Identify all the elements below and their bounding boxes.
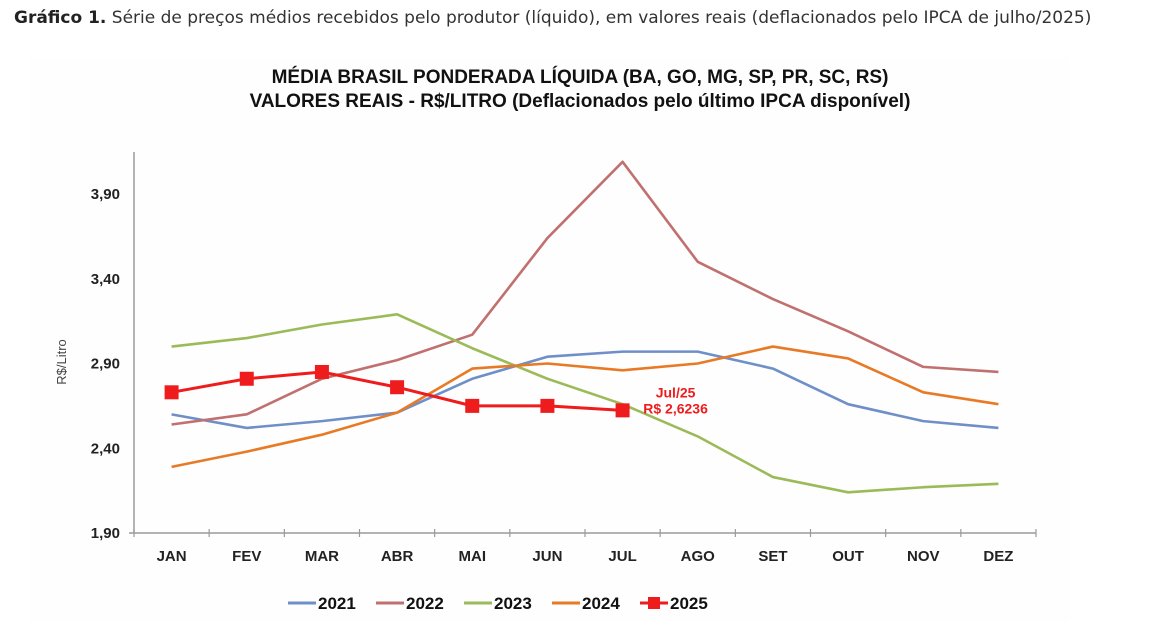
legend-label: 2025: [670, 594, 708, 613]
y-tick-label: 3,90: [91, 186, 120, 203]
legend-label: 2024: [582, 594, 620, 613]
annotation-label: R$ 2,6236: [643, 400, 708, 416]
series-group: [164, 160, 999, 494]
annotation-label: Jul/25: [656, 384, 696, 400]
x-tick-label: JAN: [157, 548, 187, 565]
axes: 1,90 2,40 2,90 3,40 3,90 JAN FEV MAR ABR MAI JUN JU…: [91, 152, 1037, 565]
y-tick-label: 3,40: [91, 271, 120, 288]
x-tick-label: MAR: [305, 548, 339, 565]
x-tick-label: JUN: [532, 548, 562, 565]
series-2023: [171, 313, 999, 494]
caption-label: Gráfico 1.: [14, 8, 107, 28]
y-tick-label: 1,90: [91, 525, 120, 542]
legend-item-2023: 2023: [464, 594, 532, 613]
data-point-2025: [465, 398, 480, 413]
legend-item-2025: 2025: [640, 594, 708, 613]
figure-caption: Gráfico 1. Série de preços médios recebi…: [14, 4, 1142, 32]
y-axis-label: R$/Litro: [54, 339, 69, 385]
series-2022: [171, 160, 999, 426]
y-tick-label: 2,90: [91, 356, 120, 373]
legend-item-2021: 2021: [288, 594, 356, 613]
data-point-2025: [239, 371, 254, 386]
legend-marker: [648, 597, 660, 609]
data-point-2025: [164, 385, 179, 400]
x-tick-label: JUL: [608, 548, 636, 565]
chart-subtitle: VALORES REAIS - R$/LITRO (Deflacionados …: [250, 91, 911, 112]
legend-label: 2021: [318, 594, 356, 613]
x-tick-label: MAI: [459, 548, 487, 565]
series-2021: [171, 350, 999, 430]
legend-label: 2022: [406, 594, 444, 613]
series-line-2022: [171, 160, 999, 426]
data-point-2025: [314, 364, 329, 379]
chart-title: MÉDIA BRASIL PONDERADA LÍQUIDA (BA, GO, …: [272, 66, 889, 88]
x-tick-label: DEZ: [983, 548, 1013, 565]
x-tick-label: ABR: [381, 548, 414, 565]
x-tick-label: AGO: [681, 548, 716, 565]
data-point-2025: [390, 380, 405, 395]
legend-item-2022: 2022: [376, 594, 444, 613]
series-line-2023: [171, 313, 999, 494]
x-tick-label: OUT: [832, 548, 864, 565]
chart-background: [30, 58, 1070, 621]
legend-item-2024: 2024: [552, 594, 620, 613]
x-tick-label: NOV: [907, 548, 940, 565]
x-tick-label: SET: [758, 548, 787, 565]
series-2025: [164, 364, 630, 418]
caption-text: Série de preços médios recebidos pelo pr…: [106, 8, 1092, 28]
series-line-2021: [171, 350, 999, 430]
legend-label: 2023: [494, 594, 532, 613]
data-point-2025: [615, 403, 630, 418]
x-tick-label: FEV: [232, 548, 261, 565]
series-line-2024: [171, 345, 999, 469]
annotation-group: Jul/25R$ 2,6236: [643, 384, 708, 416]
legend: 2021 2022 2023 2024 2025: [288, 594, 708, 613]
series-2024: [171, 345, 999, 469]
data-point-2025: [540, 398, 555, 413]
y-tick-label: 2,40: [91, 440, 120, 457]
